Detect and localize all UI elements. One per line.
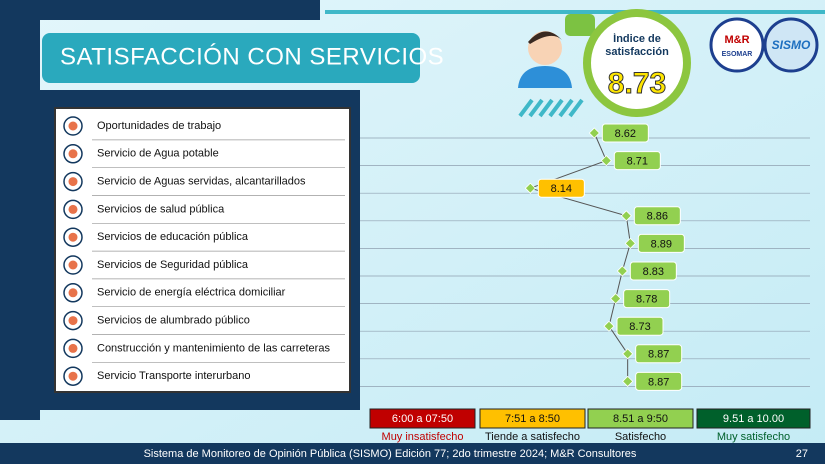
legend-range: 9.51 a 10.00 — [723, 413, 784, 425]
value-label: 8.71 — [627, 156, 648, 168]
legend-swatch — [479, 408, 586, 429]
value-label: 8.78 — [636, 294, 657, 306]
value-label: 8.14 — [551, 183, 572, 195]
value-label-box — [623, 289, 671, 309]
chart: Oportunidades de trabajo Servicio de Agua… — [63, 116, 811, 443]
point-marker — [622, 375, 634, 387]
value-label-box — [613, 151, 661, 171]
point-marker — [524, 182, 536, 194]
index-label: Índice de satisfacción — [605, 33, 669, 58]
point-marker — [588, 127, 600, 139]
person-icon — [518, 14, 595, 88]
category-icon-inner — [68, 288, 78, 298]
category-icon-inner — [68, 121, 78, 131]
legend-range: 6:00 a 07:50 — [392, 413, 453, 425]
category-icon-inner — [68, 177, 78, 187]
value-label: 8.87 — [648, 376, 669, 388]
value-label: 8.73 — [629, 321, 650, 333]
category-icon-inner — [68, 149, 78, 159]
logo — [709, 17, 765, 73]
category-icon-inner — [68, 232, 78, 242]
accent-line — [325, 10, 825, 14]
stripes — [518, 98, 584, 118]
value-label-box — [537, 178, 585, 198]
index-circle — [583, 9, 691, 117]
point-marker — [616, 265, 628, 277]
legend-swatch — [587, 408, 694, 429]
logo-text: M&R — [724, 34, 749, 46]
category-label: Servicio de Aguas servidas, alcantarilla… — [97, 176, 306, 188]
value-label-box — [635, 371, 683, 391]
legend-range: 7:51 a 8:50 — [505, 413, 560, 425]
legend-swatch — [696, 408, 811, 429]
value-label: 8.89 — [651, 238, 672, 250]
legend-label: Muy insatisfecho — [382, 431, 464, 443]
value-label: 8.87 — [648, 349, 669, 361]
category-icon-inner — [68, 316, 78, 326]
point-marker — [600, 155, 612, 167]
value-label: 8.86 — [647, 211, 668, 223]
logo-text: SISMO — [772, 38, 811, 52]
legend-range: 8.51 a 9:50 — [613, 413, 668, 425]
category-label: Servicios de Seguridad pública — [97, 259, 249, 271]
category-icon-inner — [68, 260, 78, 270]
value-label: 8.62 — [615, 128, 636, 140]
title-box — [42, 33, 420, 83]
category-label: Servicios de salud pública — [97, 203, 225, 215]
point-marker — [624, 237, 636, 249]
value-label-box — [616, 316, 664, 336]
footer-bar — [0, 443, 825, 464]
category-icon-inner — [68, 204, 78, 214]
category-label: Servicios de alumbrado público — [97, 315, 250, 327]
logo — [763, 17, 819, 73]
point-marker — [603, 320, 615, 332]
legend-swatch — [369, 408, 476, 429]
value-label: 8.83 — [643, 266, 664, 278]
category-label: Servicio de Agua potable — [97, 148, 219, 160]
chart-title: SATISFACCIÓN CON SERVICIOS — [60, 43, 444, 70]
point-marker — [610, 293, 622, 305]
value-label-box — [629, 261, 677, 281]
legend-label: Satisfecho — [615, 431, 666, 443]
category-icon-inner — [68, 343, 78, 353]
category-label: Servicio de energía eléctrica domiciliar — [97, 287, 286, 299]
point-marker — [620, 210, 632, 222]
dark-panel — [0, 0, 320, 20]
value-label-box — [635, 344, 683, 364]
value-label-box — [601, 123, 649, 143]
data-line — [528, 132, 631, 382]
category-label: Servicios de educación pública — [97, 231, 249, 243]
category-label: Servicio Transporte interurbano — [97, 370, 250, 382]
value-label-box — [637, 233, 685, 253]
category-label: Construcción y mantenimiento de las carr… — [97, 342, 330, 354]
legend-label: Muy satisfecho — [717, 431, 790, 443]
category-icon-inner — [68, 371, 78, 381]
category-panel — [54, 107, 351, 393]
value-label-box — [633, 206, 681, 226]
legend-label: Tiende a satisfecho — [485, 431, 580, 443]
point-marker — [622, 348, 634, 360]
index-label-box: Índice de satisfacción — [605, 33, 669, 58]
logo-text: ESOMAR — [722, 51, 753, 58]
page-number: 27 — [796, 448, 808, 460]
category-label: Oportunidades de trabajo — [97, 120, 221, 132]
index-value: 8.73 — [608, 67, 666, 100]
footer-text: Sistema de Monitoreo de Opinión Pública … — [144, 448, 637, 460]
